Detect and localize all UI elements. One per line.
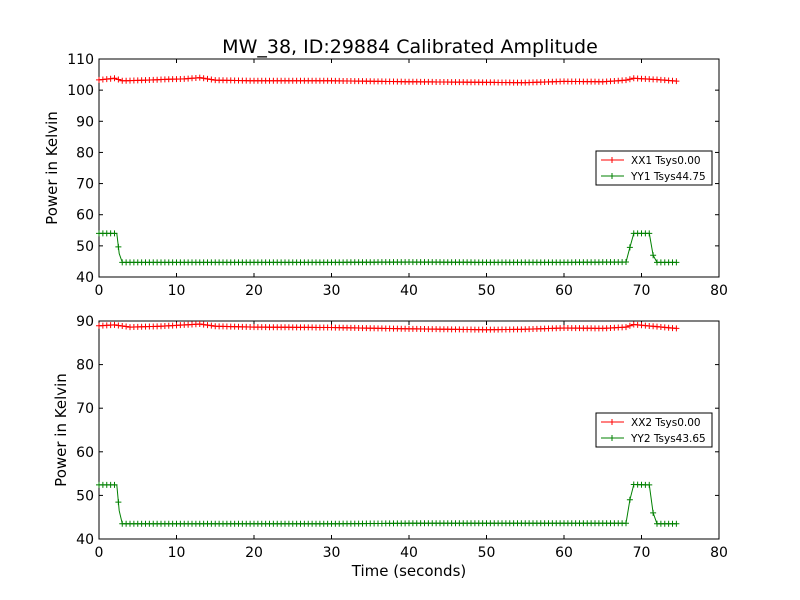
y-tick-label: 40 <box>76 270 94 286</box>
data-point-marker <box>204 322 211 329</box>
data-point-marker <box>208 76 215 83</box>
data-point-marker <box>626 322 633 329</box>
y-tick-label: 80 <box>76 145 94 161</box>
x-tick-label: 70 <box>633 283 651 299</box>
data-point-marker <box>623 520 629 527</box>
x-tick-label: 30 <box>323 283 341 299</box>
data-point-marker <box>115 243 122 250</box>
data-point-marker <box>196 74 203 81</box>
data-point-marker <box>673 325 680 332</box>
data-point-marker <box>673 259 680 266</box>
data-point-marker <box>200 75 207 82</box>
y-tick-label: 90 <box>76 114 94 130</box>
series-2 <box>96 230 680 266</box>
series-2 <box>96 481 680 527</box>
x-tick-label: 80 <box>710 283 728 299</box>
data-point-marker <box>115 76 122 83</box>
data-point-marker <box>650 509 657 516</box>
data-point-marker <box>623 259 629 266</box>
x-tick-label: 80 <box>710 545 728 561</box>
data-point-marker <box>111 230 118 237</box>
legend-box <box>595 150 713 186</box>
x-tick-label: 20 <box>245 283 263 299</box>
legend-swatch-marker <box>609 419 615 425</box>
y-tick-label: 110 <box>67 52 94 68</box>
y-tick-label: 60 <box>76 445 94 461</box>
legend-box <box>595 412 713 448</box>
data-point-marker <box>208 322 215 329</box>
data-point-marker <box>111 321 118 328</box>
panel-2: 0 10 20 30 40 50 60 70 80 40 50 60 70 80 90 Power in Ke… <box>52 314 728 580</box>
data-point-marker <box>623 77 629 84</box>
x-tick-label: 0 <box>95 283 104 299</box>
x-tick-label: 30 <box>323 545 341 561</box>
data-point-marker <box>196 321 203 328</box>
plots: 0 10 20 30 40 50 60 70 80405060708090100110Power… <box>43 52 728 580</box>
data-point-marker <box>115 499 122 506</box>
y-tick-label: 70 <box>76 177 94 193</box>
y-tick-label: 60 <box>76 208 94 224</box>
y-tick-label: 50 <box>76 488 94 504</box>
data-point-marker <box>115 322 122 329</box>
data-point-marker <box>646 230 653 237</box>
panel-1: 0 10 20 30 40 50 60 70 80 40 50 60 70 80 90 100 110 Power… <box>43 52 728 299</box>
legend: XX2 Tsys0.00 YY2 Tsys43.65 <box>595 412 713 448</box>
x-tick-label: 20 <box>245 545 263 561</box>
legend-label: YY2 Tsys43.65 <box>630 433 706 445</box>
legend-label: YY1 Tsys44.75 <box>630 171 706 183</box>
x-tick-label: 60 <box>555 545 573 561</box>
legend-swatch-marker <box>609 157 615 163</box>
y-tick-label: 40 <box>76 532 94 548</box>
x-tick-label: 10 <box>168 283 186 299</box>
y-tick-label: 50 <box>76 239 94 255</box>
data-point-marker <box>200 321 207 328</box>
x-tick-label: 60 <box>555 283 573 299</box>
y-axis-label: Power in Kelvin <box>43 111 61 225</box>
legend: XX1 Tsys0.00 YY1 Tsys44.75 <box>595 150 713 186</box>
x-tick-label: 0 <box>95 545 104 561</box>
data-point-marker <box>673 78 680 85</box>
data-point-marker <box>123 323 130 330</box>
y-tick-label: 90 <box>76 314 94 330</box>
data-point-marker <box>626 496 633 503</box>
legend-label: XX1 Tsys0.00 <box>631 155 701 167</box>
data-point-marker <box>111 75 118 82</box>
y-axis-label: Power in Kelvin <box>52 373 70 487</box>
data-point-marker <box>673 520 680 527</box>
data-point-marker <box>623 324 629 331</box>
x-tick-label: 50 <box>478 545 496 561</box>
figure-title: MW_38, ID:29884 Calibrated Amplitude <box>222 36 598 58</box>
y-tick-label: 80 <box>76 358 94 374</box>
data-point-marker <box>646 481 653 488</box>
series-1 <box>96 321 680 333</box>
data-point-marker <box>626 244 633 251</box>
data-point-marker <box>119 323 126 330</box>
x-tick-label: 70 <box>633 545 651 561</box>
legend-swatch-marker <box>609 435 615 441</box>
x-axis-label: Time (seconds) <box>351 562 467 580</box>
series-1 <box>96 74 680 86</box>
data-point-marker <box>111 481 118 488</box>
data-point-marker <box>626 76 633 83</box>
legend-swatch-marker <box>609 173 615 179</box>
x-tick-label: 40 <box>400 545 418 561</box>
y-tick-label: 70 <box>76 401 94 417</box>
x-tick-label: 40 <box>400 283 418 299</box>
y-tick-label: 100 <box>67 83 94 99</box>
x-tick-label: 50 <box>478 283 496 299</box>
x-tick-label: 10 <box>168 545 186 561</box>
data-point-marker <box>650 252 657 259</box>
legend-label: XX2 Tsys0.00 <box>631 417 701 429</box>
data-point-marker <box>204 75 211 82</box>
